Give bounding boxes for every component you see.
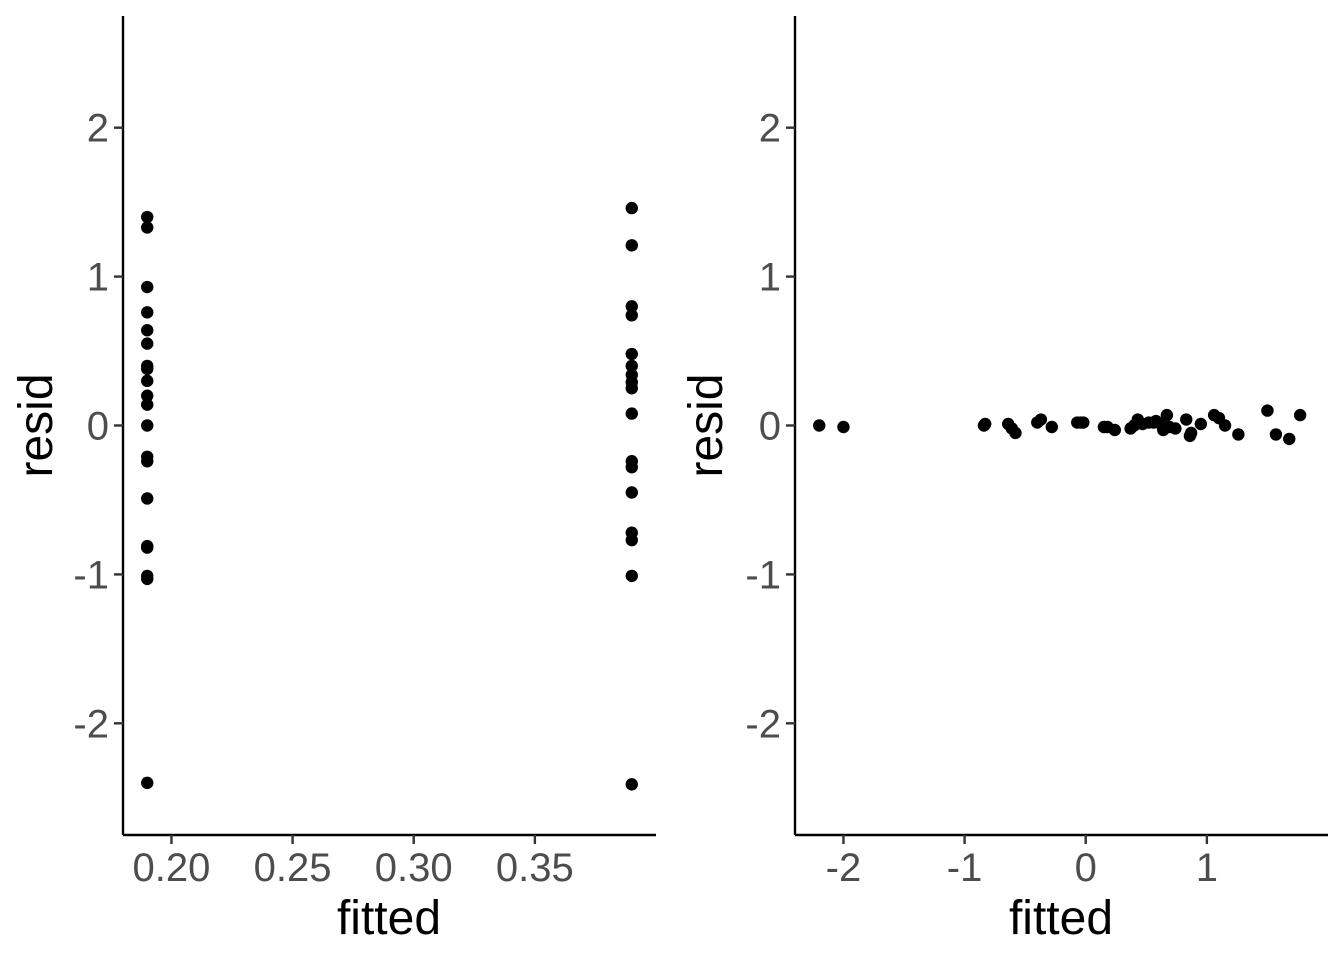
x-tick-label: 0.20 (133, 846, 211, 890)
data-point (1184, 426, 1198, 440)
x-tick-label: 0 (1075, 846, 1097, 890)
y-tick-label: -1 (73, 553, 109, 597)
y-tick-label: 1 (87, 256, 109, 300)
y-tick-label: 0 (759, 405, 781, 449)
x-axis-title: fitted (337, 892, 441, 945)
data-point (813, 419, 826, 432)
data-point (1269, 428, 1283, 441)
x-tick-label: 1 (1196, 846, 1218, 890)
x-tick-label: 0.25 (254, 846, 332, 890)
y-tick-label: -1 (745, 553, 781, 597)
data-point (625, 486, 638, 499)
data-point (625, 300, 638, 313)
data-point (978, 417, 992, 431)
data-point (141, 455, 154, 468)
right-residual-panel: -2 -1 0 1 2 -2 -1 0 1 fitted resid (680, 16, 1328, 945)
data-point (625, 201, 638, 215)
data-point (141, 492, 154, 505)
data-point (1180, 413, 1193, 426)
y-tick-label: 2 (759, 107, 781, 151)
y-tick-label: -2 (745, 702, 781, 746)
data-point (625, 239, 638, 252)
data-point (141, 776, 154, 790)
data-point (1009, 426, 1022, 440)
data-point (1293, 408, 1307, 422)
data-point (837, 420, 850, 434)
data-point (1218, 419, 1232, 432)
data-point (1169, 422, 1182, 435)
y-tick-label: 1 (759, 256, 781, 300)
data-point (141, 362, 154, 376)
data-point (1045, 420, 1059, 434)
data-point (141, 210, 154, 224)
y-tick-label: -2 (73, 702, 109, 746)
data-point (141, 398, 154, 411)
y-tick-label: 2 (87, 107, 109, 151)
data-point (1077, 416, 1090, 429)
data-point (1283, 432, 1296, 446)
data-point (141, 280, 154, 294)
y-axis-title: resid (680, 373, 733, 477)
x-tick-label: -2 (826, 846, 862, 890)
data-point (625, 407, 638, 420)
x-tick-label: 0.30 (375, 846, 453, 890)
data-point (625, 460, 638, 474)
x-axis-title: fitted (1009, 892, 1113, 945)
data-point (625, 778, 638, 791)
x-tick-label: -1 (947, 846, 983, 890)
y-tick-label: 0 (87, 405, 109, 449)
data-point (1194, 417, 1208, 431)
y-axis-title: resid (10, 373, 63, 477)
data-point (1108, 423, 1122, 437)
left-residual-panel: -2 -1 0 1 2 0.20 0.25 0.30 0.35 fitted resid (10, 16, 656, 945)
data-point (141, 572, 154, 586)
data-point (1232, 428, 1245, 441)
data-point (1034, 413, 1048, 426)
data-point (625, 569, 638, 583)
data-point (141, 323, 154, 337)
data-point (141, 306, 154, 319)
data-point (625, 382, 638, 395)
data-point (625, 533, 638, 547)
data-point (625, 309, 638, 322)
data-point (1261, 404, 1274, 417)
x-tick-label: 0.35 (496, 846, 574, 890)
data-point (625, 347, 638, 361)
data-point (141, 221, 154, 234)
data-point (141, 389, 154, 402)
data-point (141, 374, 154, 388)
data-point (141, 419, 154, 432)
data-point (141, 541, 154, 554)
data-point (1160, 408, 1174, 422)
data-point (141, 337, 154, 350)
data-point (625, 359, 638, 373)
